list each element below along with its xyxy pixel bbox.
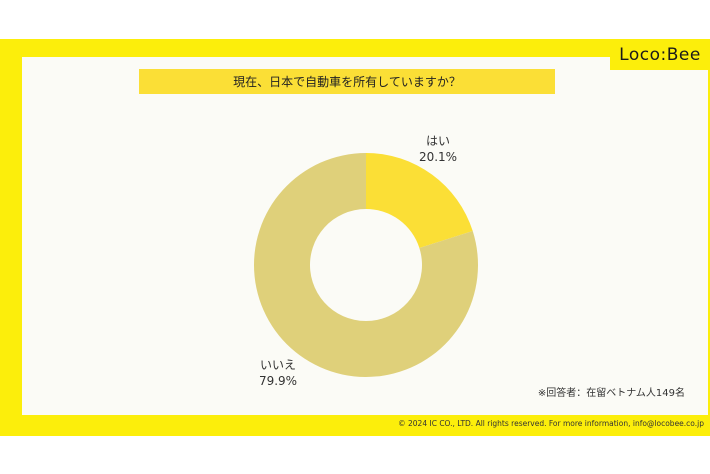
respondents-note: ※回答者：在留ベトナム人149名 bbox=[537, 388, 685, 399]
slice-label-yes: はい 20.1% bbox=[408, 133, 468, 165]
slice-label-yes-value: 20.1% bbox=[418, 150, 458, 164]
chart-title: 現在、日本で自動車を所有していますか？ bbox=[139, 69, 555, 94]
logo-box: Loco:Bee bbox=[610, 39, 710, 70]
donut-chart bbox=[254, 153, 478, 377]
yellow-frame: Loco:Bee 現在、日本で自動車を所有していますか？ はい 20.1% いい… bbox=[0, 39, 710, 436]
slice-label-yes-name: はい bbox=[425, 134, 450, 148]
donut-slice-yes bbox=[366, 153, 473, 249]
donut-slice-no bbox=[254, 153, 478, 377]
copyright-text: © 2024 IC CO., LTD. All rights reserved.… bbox=[398, 419, 704, 428]
locobee-logo: Loco:Bee bbox=[619, 44, 701, 65]
slice-label-no-name: いいえ bbox=[259, 358, 296, 372]
slice-label-no: いいえ 79.9% bbox=[248, 357, 308, 389]
slice-label-no-value: 79.9% bbox=[258, 374, 298, 388]
